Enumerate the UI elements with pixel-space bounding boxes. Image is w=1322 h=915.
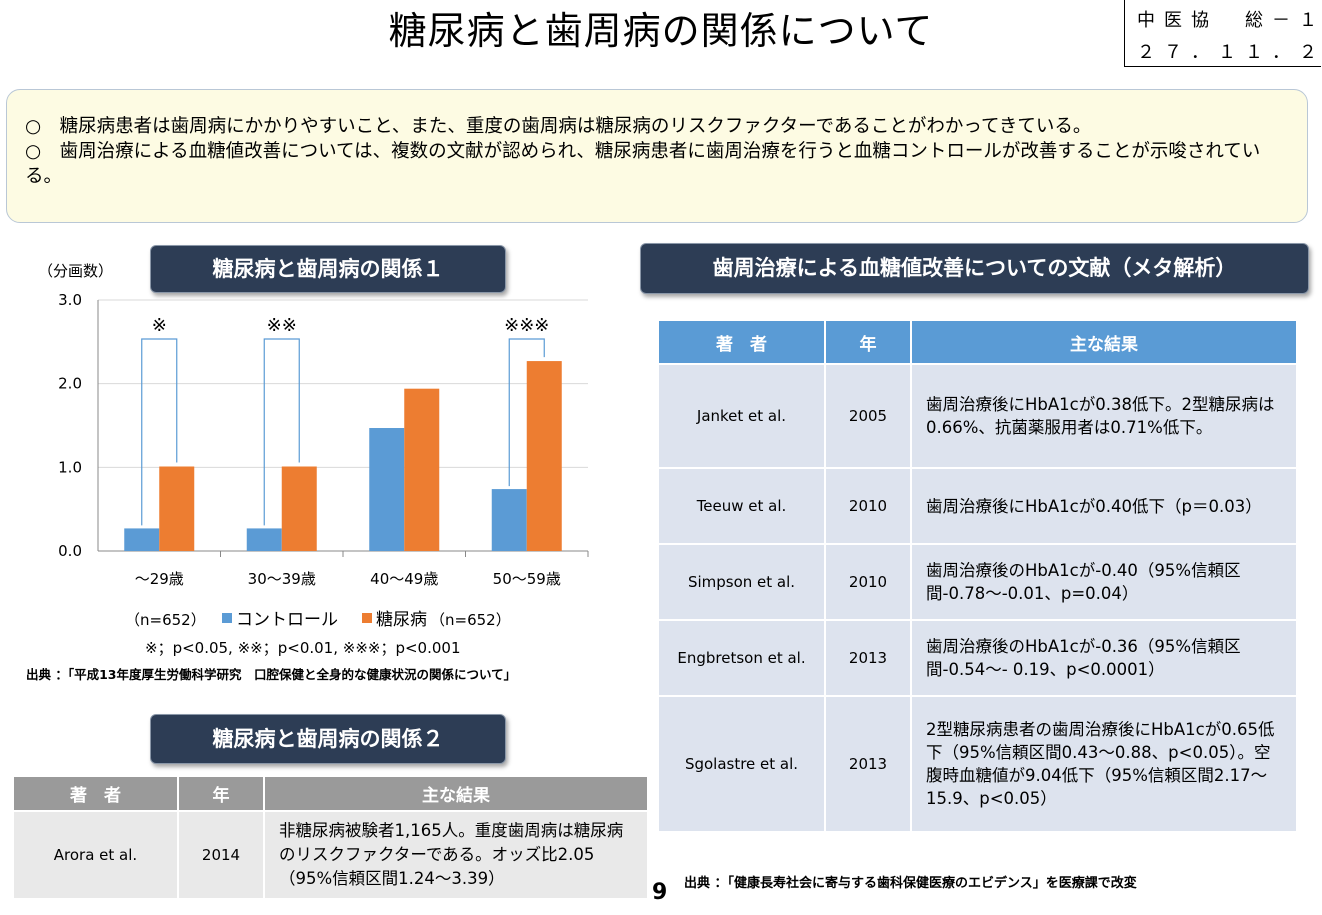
meta-header-year: 年 [826,321,910,363]
chart-bars [124,361,562,551]
meta-year: 2010 [826,469,910,543]
legend-label-diabetes: 糖尿病 [376,610,427,630]
summary-point-1: ○ 糖尿病患者は歯周病にかかりやすいこと、また、重度の歯周病は糖尿病のリスクファ… [25,116,1092,137]
y-tick-label: 3.0 [58,291,82,309]
x-tick-label: 30～39歳 [248,570,316,588]
summary-box: ○ 糖尿病患者は歯周病にかかりやすいこと、また、重度の歯周病は糖尿病のリスクファ… [6,89,1308,223]
bar-diabetes [404,388,440,551]
rel2-table-header-row: 著 者 年 主な結果 [14,777,647,810]
significance-mark: ※※ [267,315,297,336]
meta-result: 2型糖尿病患者の歯周治療後にHbA1cが0.65低下（95%信頼区間0.43～0… [912,697,1296,831]
meta-header-author: 著 者 [659,321,824,363]
rel2-year: 2014 [179,812,263,898]
x-tick-label: ～29歳 [135,570,184,588]
meta-year: 2013 [826,621,910,695]
doc-id-line2: ２７．１１．２０ [1137,42,1322,63]
rel2-header-result: 主な結果 [265,777,647,810]
table-row: Teeuw et al. 2010 歯周治療後にHbA1cが0.40低下（p＝0… [659,469,1296,543]
chart-legend: （n=652） コントロール 糖尿病 （n=652） [125,610,511,630]
x-tick-label: 40～49歳 [370,570,438,588]
meta-year: 2013 [826,697,910,831]
section-label-relation-2: 糖尿病と歯周病の関係２ [150,714,506,764]
significance-mark: ※※※ [504,315,549,336]
rel2-header-year: 年 [179,777,263,810]
bar-control [369,428,405,551]
x-tick-label: 50～59歳 [493,570,561,588]
bar-diabetes [526,361,562,551]
chart-significance-markers: ※ ※※ ※※※ [141,315,549,526]
meta-table-source-note: 出典 ：「健康長寿社会に寄与する歯科保健医療のエビデンス」を医療課で改変 [684,876,1137,891]
meta-author: Teeuw et al. [659,469,824,543]
y-tick-label: 1.0 [58,458,82,476]
meta-result: 歯周治療後のHbA1cが-0.40（95%信頼区間-0.78～-0.01、p=0… [912,545,1296,619]
bar-diabetes [159,466,195,551]
summary-point-2: ○ 歯周治療による血糖値改善については、複数の文献が認められ、糖尿病患者に歯周治… [25,141,1261,187]
table-row: Sgolastre et al. 2013 2型糖尿病患者の歯周治療後にHbA1… [659,697,1296,831]
meta-year: 2010 [826,545,910,619]
meta-result: 歯周治療後にHbA1cが0.38低下。2型糖尿病は0.66%、抗菌薬服用者は0.… [912,365,1296,467]
document-id-box: 中医協 総－１ ２７．１１．２０ [1124,0,1322,67]
page-title: 糖尿病と歯周病の関係について [388,9,934,53]
page-number: 9 [652,880,668,905]
meta-author: Engbretson et al. [659,621,824,695]
meta-header-result: 主な結果 [912,321,1296,363]
bar-control [246,528,282,551]
legend-n-control: （n=652） [125,611,206,629]
chart-x-tick-labels: ～29歳 30～39歳 40～49歳 50～59歳 [135,570,561,588]
meta-table-header-row: 著 者 年 主な結果 [659,321,1296,363]
meta-year: 2005 [826,365,910,467]
table-row: Janket et al. 2005 歯周治療後にHbA1cが0.38低下。2型… [659,365,1296,467]
doc-id-line1: 中医協 総－１ [1137,10,1322,31]
legend-n-diabetes: （n=652） [430,611,511,629]
table-row: Arora et al. 2014 非糖尿病被験者1,165人。重度歯周病は糖尿… [14,812,647,898]
chart-source-note: 出典 ：「平成13年度厚生労働科学研究 口腔保健と全身的な健康状況の関係について… [26,667,516,682]
meta-author: Sgolastre et al. [659,697,824,831]
relation-2-table: 著 者 年 主な結果 Arora et al. 2014 非糖尿病被験者1,16… [12,775,649,900]
significance-mark: ※ [152,315,167,336]
rel2-author: Arora et al. [14,812,177,898]
bar-diabetes [281,466,317,551]
y-tick-label: 2.0 [58,375,82,393]
legend-swatch-control [222,613,232,623]
chart-y-tick-labels: 0.0 1.0 2.0 3.0 [58,291,82,560]
meta-result: 歯周治療後にHbA1cが0.40低下（p＝0.03） [912,469,1296,543]
meta-analysis-table: 著 者 年 主な結果 Janket et al. 2005 歯周治療後にHbA1… [657,319,1298,833]
significance-bracket [263,338,300,526]
rel2-result: 非糖尿病被験者1,165人。重度歯周病は糖尿病のリスクファクターである。オッズ比… [265,812,647,898]
chart-y-axis-label: （分画数） [38,262,113,280]
table-row: Simpson et al. 2010 歯周治療後のHbA1cが-0.40（95… [659,545,1296,619]
bar-chart: （分画数） 0.01.02.03.0 ※ ※※ ※※※ ～29歳 30～39歳 40～4… [26,262,589,682]
bar-control [491,489,527,551]
meta-author: Simpson et al. [659,545,824,619]
chart-p-value-note: ※；p<0.05, ※※；p<0.01, ※※※；p<0.001 [145,639,461,657]
section-label-relation-1: 糖尿病と歯周病の関係１ [150,245,506,293]
meta-result: 歯周治療後のHbA1cが-0.36（95%信頼区間-0.54～- 0.19、p<… [912,621,1296,695]
meta-author: Janket et al. [659,365,824,467]
legend-swatch-diabetes [362,613,372,623]
legend-label-control: コントロール [236,610,338,630]
y-tick-label: 0.0 [58,542,82,560]
rel2-header-author: 著 者 [14,777,177,810]
bar-control [124,528,160,551]
section-label-meta-analysis: 歯周治療による血糖値改善についての文献（メタ解析） [640,243,1309,294]
significance-bracket [141,338,178,526]
table-row: Engbretson et al. 2013 歯周治療後のHbA1cが-0.36… [659,621,1296,695]
significance-bracket [508,338,545,487]
